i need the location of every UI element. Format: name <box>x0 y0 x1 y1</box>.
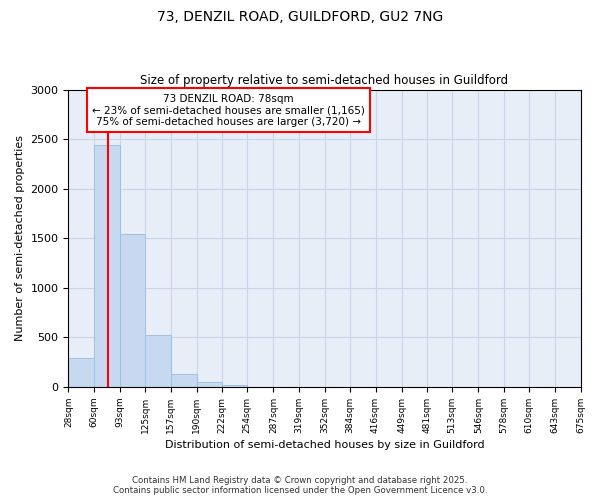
Bar <box>145 336 170 387</box>
Bar <box>170 374 197 387</box>
Text: Contains HM Land Registry data © Crown copyright and database right 2025.
Contai: Contains HM Land Registry data © Crown c… <box>113 476 487 495</box>
Bar <box>197 382 222 387</box>
Bar <box>222 385 247 387</box>
Bar <box>94 145 120 387</box>
Bar <box>120 234 145 387</box>
X-axis label: Distribution of semi-detached houses by size in Guildford: Distribution of semi-detached houses by … <box>164 440 484 450</box>
Text: 73 DENZIL ROAD: 78sqm
← 23% of semi-detached houses are smaller (1,165)
75% of s: 73 DENZIL ROAD: 78sqm ← 23% of semi-deta… <box>92 94 365 126</box>
Title: Size of property relative to semi-detached houses in Guildford: Size of property relative to semi-detach… <box>140 74 509 87</box>
Text: 73, DENZIL ROAD, GUILDFORD, GU2 7NG: 73, DENZIL ROAD, GUILDFORD, GU2 7NG <box>157 10 443 24</box>
Bar <box>68 358 94 387</box>
Y-axis label: Number of semi-detached properties: Number of semi-detached properties <box>15 136 25 342</box>
